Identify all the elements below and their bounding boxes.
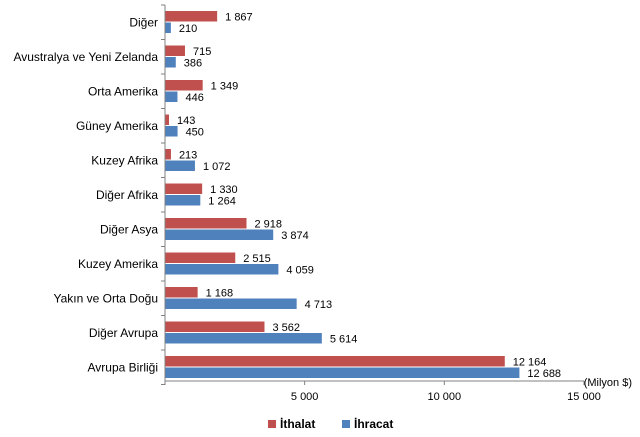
data-label: 1 264 xyxy=(208,196,236,208)
bar-ithalat xyxy=(165,114,169,125)
x-tick-label: 5 000 xyxy=(291,391,319,403)
legend-label: İhracat xyxy=(354,416,393,431)
category-label: Diğer Asya xyxy=(100,222,158,236)
category-label: Güney Amerika xyxy=(76,119,158,133)
data-label: 715 xyxy=(193,46,211,58)
bar-ithalat xyxy=(165,252,236,263)
bar-ihracat xyxy=(165,195,201,206)
category-label: Yakın ve Orta Doğu xyxy=(54,291,159,305)
bar-ithalat xyxy=(165,287,198,298)
data-label: 4 713 xyxy=(305,299,333,311)
category-label: Orta Amerika xyxy=(88,84,158,98)
bar-ihracat xyxy=(165,264,279,275)
data-label: 2 515 xyxy=(243,253,271,265)
category-label: Diğer Avrupa xyxy=(89,326,158,340)
data-label: 450 xyxy=(186,127,204,139)
bar-ihracat xyxy=(165,298,297,309)
data-label: 1 168 xyxy=(206,288,234,300)
x-tick-label: 10 000 xyxy=(428,391,462,403)
bars-group xyxy=(165,11,520,378)
bar-ihracat xyxy=(165,57,176,68)
data-label: 210 xyxy=(179,23,197,35)
data-label: 1 072 xyxy=(203,161,231,173)
legend: İthalat İhracat xyxy=(268,416,393,431)
legend-swatch xyxy=(268,420,276,428)
bar-ihracat xyxy=(165,22,171,33)
data-label: 2 918 xyxy=(255,219,283,231)
data-label: 4 059 xyxy=(286,265,314,277)
category-label: Kuzey Afrika xyxy=(91,153,158,167)
category-label: Diğer xyxy=(129,15,158,29)
x-axis: 5 000 10 000 15 000 xyxy=(161,4,601,403)
data-label: 1 330 xyxy=(210,184,238,196)
data-label: 3 874 xyxy=(281,230,309,242)
category-label: Avustralya ve Yeni Zelanda xyxy=(13,50,158,64)
data-label: 3 562 xyxy=(272,322,300,334)
legend-label: İthalat xyxy=(280,416,315,431)
legend-swatch xyxy=(342,420,350,428)
data-label: 1 349 xyxy=(211,81,239,93)
bar-ihracat xyxy=(165,126,178,137)
data-label: 12 688 xyxy=(527,368,561,380)
bar-ihracat xyxy=(165,333,322,344)
category-label: Diğer Afrika xyxy=(96,188,158,202)
category-labels: Diğer Avustralya ve Yeni Zelanda Orta Amer… xyxy=(13,15,158,374)
category-label: Kuzey Amerika xyxy=(78,257,158,271)
bar-ihracat xyxy=(165,229,274,240)
bar-ihracat xyxy=(165,367,520,378)
bar-ithalat xyxy=(165,45,185,56)
data-label: 12 164 xyxy=(513,357,547,369)
data-label: 143 xyxy=(177,115,195,127)
data-label: 386 xyxy=(184,58,202,70)
bar-ithalat xyxy=(165,80,203,91)
bar-ihracat xyxy=(165,91,178,102)
data-label: 1 867 xyxy=(225,12,253,24)
bar-ithalat xyxy=(165,11,218,22)
data-label: 446 xyxy=(185,92,203,104)
category-label: Avrupa Birliği xyxy=(88,360,158,374)
data-label: 213 xyxy=(179,150,197,162)
unit-label: (Milyon $) xyxy=(584,377,632,389)
bar-ihracat xyxy=(165,160,195,171)
x-tick-label: 15 000 xyxy=(567,391,601,403)
data-label: 5 614 xyxy=(330,334,358,346)
bar-ithalat xyxy=(165,183,203,194)
bar-ithalat xyxy=(165,321,265,332)
bar-ithalat xyxy=(165,149,171,160)
bar-ithalat xyxy=(165,218,247,229)
bar-ithalat xyxy=(165,356,505,367)
